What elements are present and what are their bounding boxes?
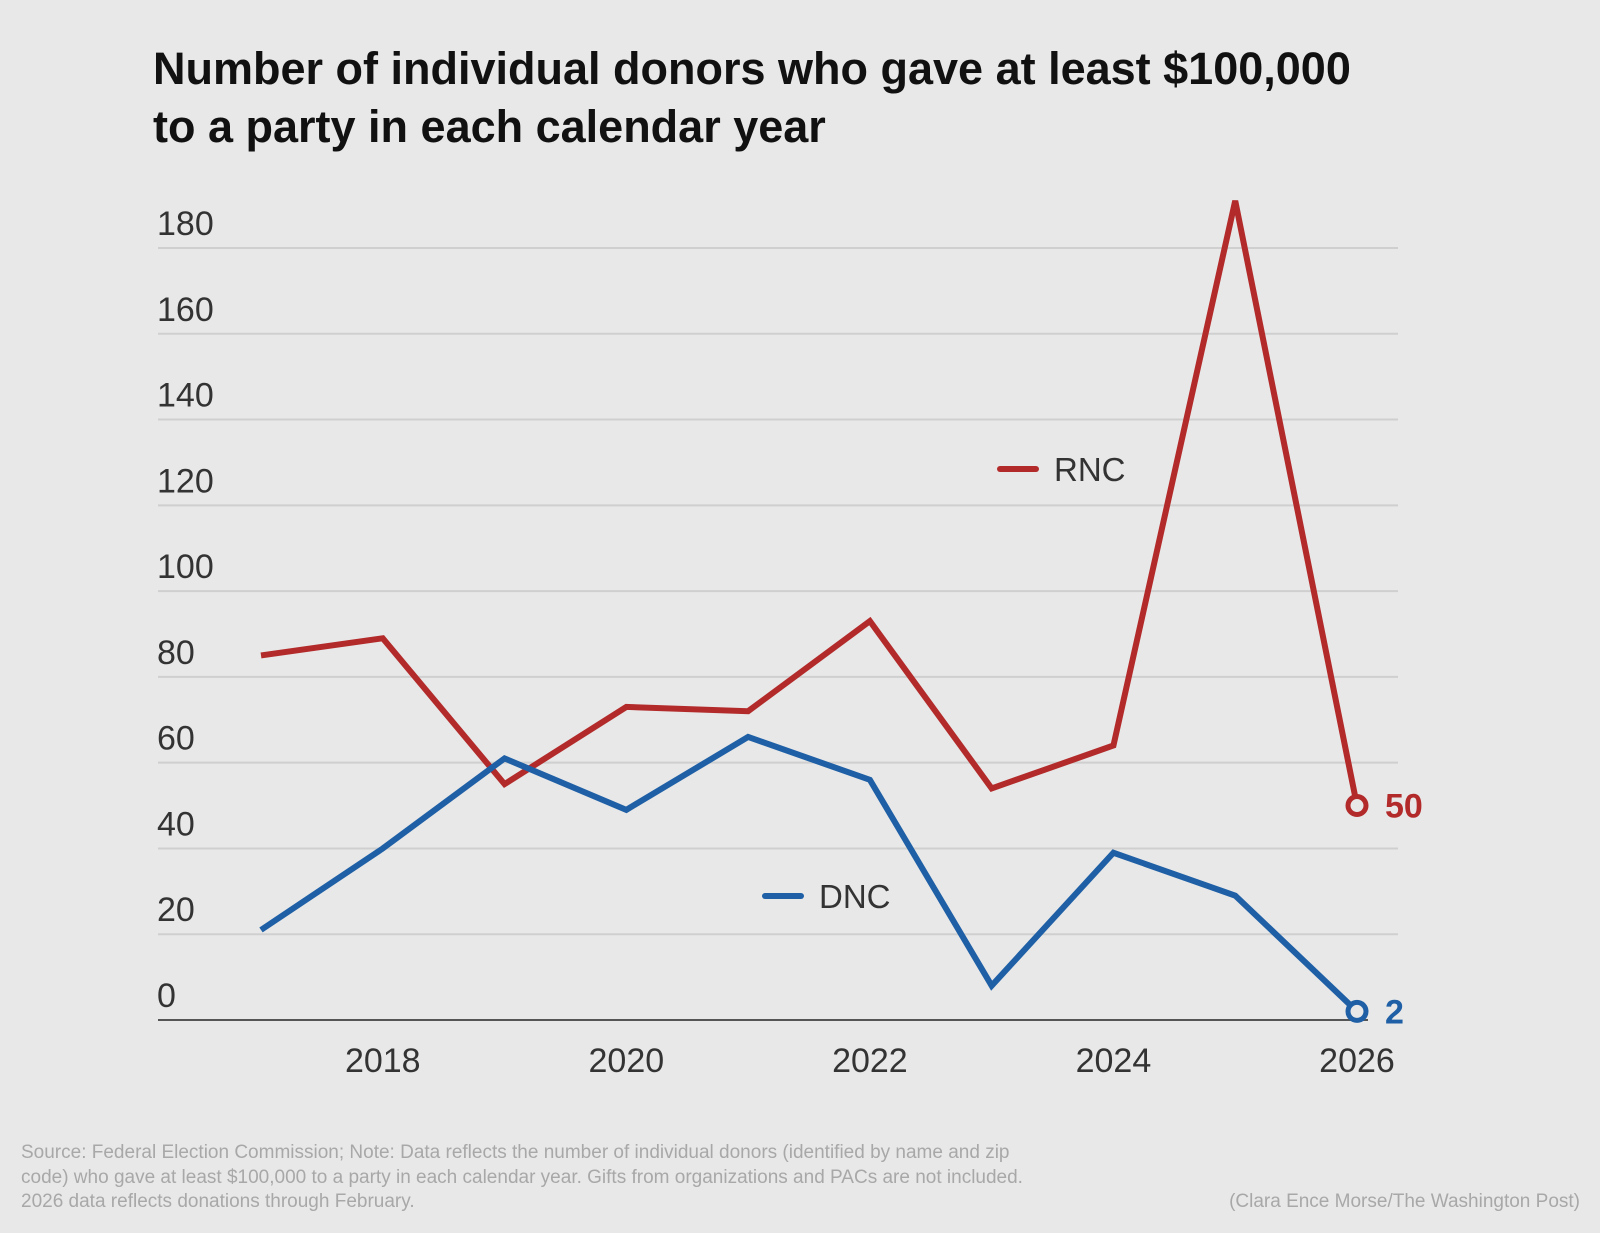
y-tick-label: 180 xyxy=(157,205,214,243)
series-line-rnc xyxy=(260,200,1360,807)
y-tick-label: 100 xyxy=(157,548,214,586)
y-tick-label: 140 xyxy=(157,377,214,415)
y-tick-label: 160 xyxy=(157,291,214,329)
y-tick-label: 80 xyxy=(157,634,195,672)
chart-title: Number of individual donors who gave at … xyxy=(153,43,1351,152)
x-tick-label: 2020 xyxy=(589,1042,665,1080)
x-tick-label: 2024 xyxy=(1076,1042,1152,1080)
end-value-label: 2 xyxy=(1385,993,1404,1031)
y-tick-label: 0 xyxy=(157,977,176,1015)
credit: (Clara Ence Morse/The Washington Post) xyxy=(1229,1191,1580,1212)
series-line-dnc xyxy=(259,733,1360,1014)
y-tick-label: 40 xyxy=(157,805,195,843)
x-tick-label: 2026 xyxy=(1319,1042,1395,1080)
y-tick-label: 20 xyxy=(157,891,195,929)
y-tick-label: 60 xyxy=(157,720,195,758)
end-value-label: 50 xyxy=(1385,788,1423,826)
end-point-marker xyxy=(1345,999,1369,1023)
y-tick-label: 120 xyxy=(157,462,214,500)
x-tick-label: 2022 xyxy=(832,1042,908,1080)
end-point-marker xyxy=(1345,794,1369,818)
legend-label-dnc: DNC xyxy=(819,878,891,915)
x-tick-label: 2018 xyxy=(345,1042,421,1080)
source-note: Source: Federal Election Commission; Not… xyxy=(21,1142,1023,1212)
legend-label-rnc: RNC xyxy=(1054,451,1126,488)
